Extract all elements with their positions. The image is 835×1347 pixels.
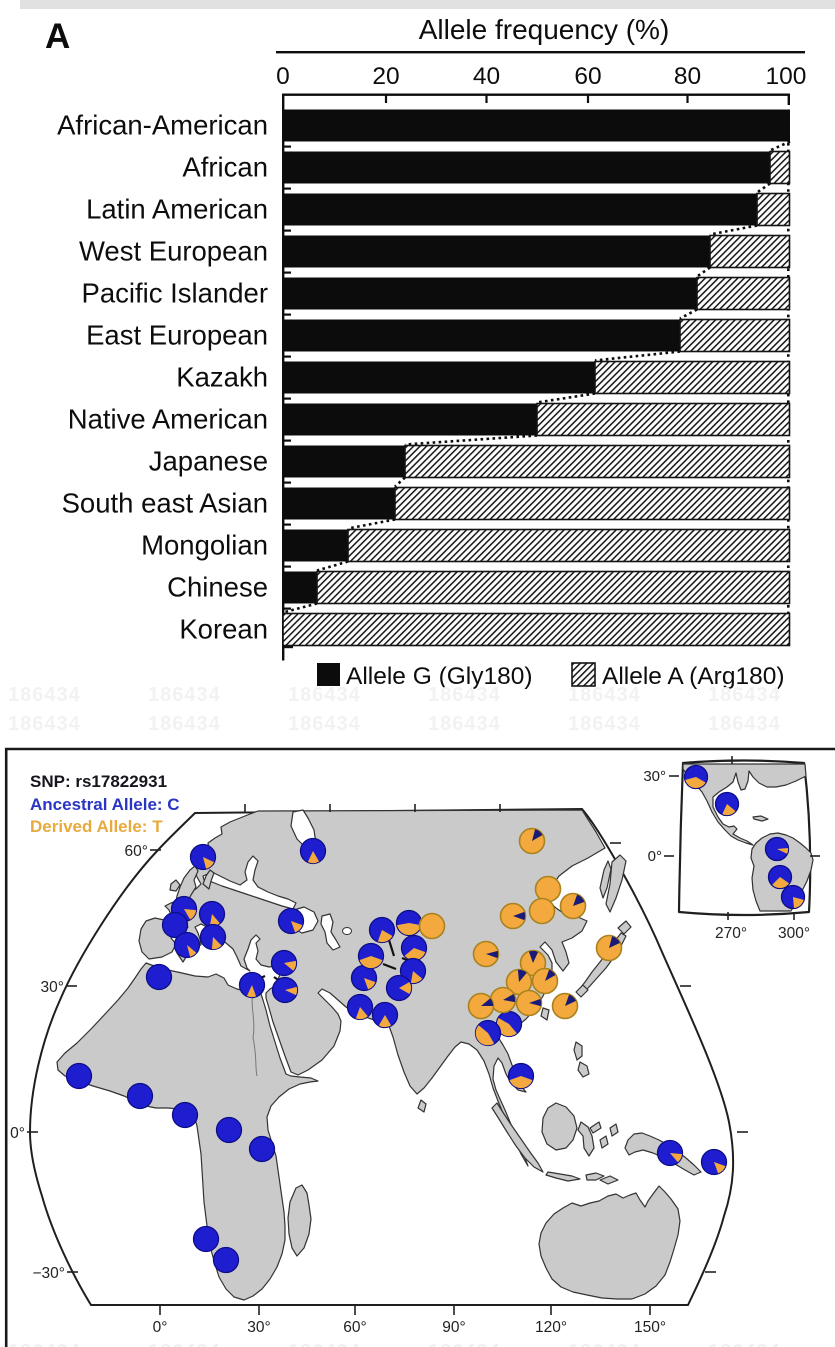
svg-text:120°: 120°: [535, 1319, 567, 1336]
svg-text:186434: 186434: [568, 1341, 641, 1347]
svg-text:186434: 186434: [428, 1341, 501, 1347]
svg-text:186434: 186434: [148, 1341, 221, 1347]
svg-text:Japanese: Japanese: [149, 446, 268, 477]
svg-text:Allele frequency (%): Allele frequency (%): [419, 14, 670, 45]
svg-text:Allele G (Gly180): Allele G (Gly180): [346, 663, 533, 690]
svg-text:Pacific Islander: Pacific Islander: [82, 278, 268, 309]
svg-text:Allele A (Arg180): Allele A (Arg180): [602, 663, 785, 690]
svg-text:90°: 90°: [442, 1319, 465, 1336]
svg-text:A: A: [45, 17, 70, 56]
svg-text:270°: 270°: [715, 925, 747, 942]
svg-text:30°: 30°: [643, 768, 666, 785]
svg-text:Latin American: Latin American: [86, 194, 268, 225]
svg-text:Korean: Korean: [179, 614, 268, 645]
svg-text:186434: 186434: [288, 684, 361, 706]
svg-text:186434: 186434: [148, 713, 221, 735]
svg-text:20: 20: [372, 63, 399, 90]
svg-text:186434: 186434: [8, 684, 81, 706]
svg-text:Kazakh: Kazakh: [176, 362, 268, 393]
svg-text:150°: 150°: [634, 1319, 666, 1336]
svg-text:−30°: −30°: [33, 1265, 66, 1282]
svg-text:186434: 186434: [8, 713, 81, 735]
svg-text:30°: 30°: [41, 979, 64, 996]
svg-text:West European: West European: [79, 236, 268, 267]
svg-text:0°: 0°: [153, 1319, 168, 1336]
svg-text:186434: 186434: [288, 713, 361, 735]
svg-text:0°: 0°: [10, 1125, 25, 1142]
svg-text:South east Asian: South east Asian: [62, 488, 268, 519]
svg-text:African-American: African-American: [57, 110, 268, 141]
svg-text:0°: 0°: [648, 848, 662, 865]
svg-text:60°: 60°: [125, 843, 148, 860]
svg-text:0: 0: [276, 63, 290, 90]
svg-text:SNP: rs17822931: SNP: rs17822931: [30, 772, 167, 791]
svg-text:40: 40: [473, 63, 500, 90]
svg-text:30°: 30°: [247, 1319, 270, 1336]
svg-text:East European: East European: [86, 320, 268, 351]
svg-text:Derived Allele: T: Derived Allele: T: [30, 817, 163, 836]
svg-text:60: 60: [574, 63, 601, 90]
svg-text:186434: 186434: [708, 684, 781, 706]
svg-text:Mongolian: Mongolian: [141, 530, 268, 561]
svg-text:186434: 186434: [428, 684, 501, 706]
svg-text:186434: 186434: [288, 1341, 361, 1347]
svg-text:186434: 186434: [708, 1341, 781, 1347]
svg-text:186434: 186434: [568, 684, 641, 706]
svg-text:186434: 186434: [8, 1341, 81, 1347]
svg-text:80: 80: [674, 63, 701, 90]
svg-text:Native American: Native American: [68, 404, 268, 435]
svg-text:60°: 60°: [343, 1319, 366, 1336]
svg-text:186434: 186434: [568, 713, 641, 735]
svg-text:100: 100: [766, 63, 807, 90]
svg-text:African: African: [182, 152, 268, 183]
svg-text:300°: 300°: [778, 925, 810, 942]
svg-text:186434: 186434: [708, 713, 781, 735]
svg-text:186434: 186434: [148, 684, 221, 706]
svg-text:Chinese: Chinese: [167, 572, 268, 603]
svg-text:Ancestral Allele: C: Ancestral Allele: C: [30, 795, 180, 814]
svg-text:186434: 186434: [428, 713, 501, 735]
